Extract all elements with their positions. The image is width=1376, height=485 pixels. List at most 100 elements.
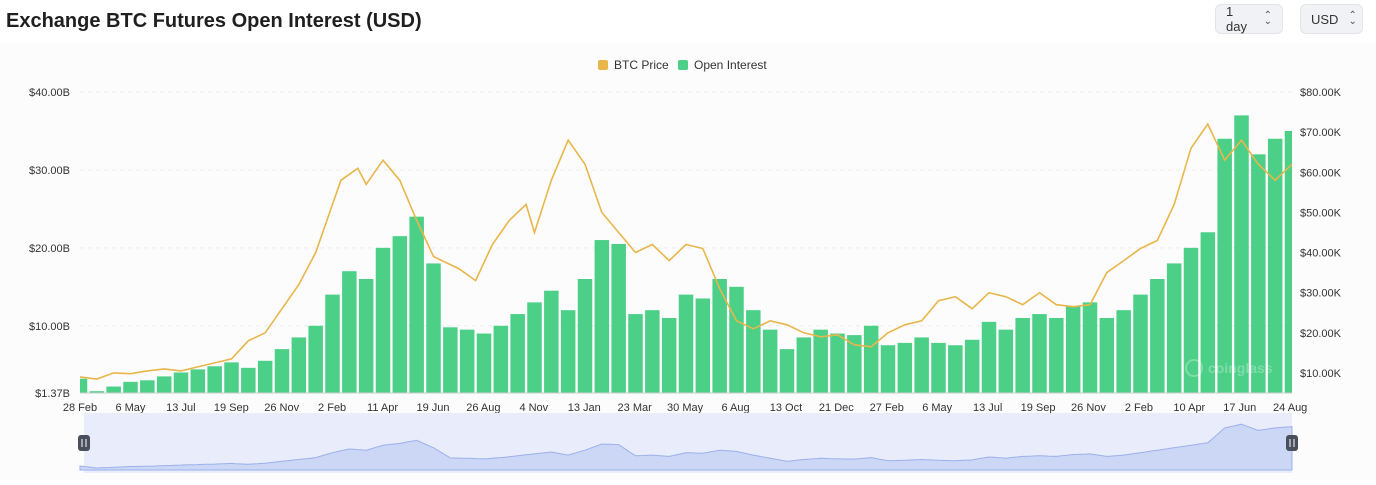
oi-bar[interactable] bbox=[712, 279, 727, 393]
oi-bar[interactable] bbox=[493, 325, 509, 393]
oi-bar[interactable] bbox=[527, 302, 542, 393]
oi-bar[interactable] bbox=[560, 310, 576, 393]
oi-bar[interactable] bbox=[779, 349, 795, 393]
oi-bar[interactable] bbox=[1234, 115, 1249, 394]
oi-bar[interactable] bbox=[459, 329, 475, 393]
watermark: coinglass bbox=[1185, 359, 1273, 377]
legend-item-open-interest[interactable]: Open Interest bbox=[678, 58, 767, 72]
oi-bar[interactable] bbox=[1267, 138, 1283, 393]
oi-bar[interactable] bbox=[998, 329, 1014, 393]
y-right-tick-label: $50.00K bbox=[1300, 207, 1342, 219]
x-tick-label: 2 Feb bbox=[318, 402, 346, 414]
oi-bar[interactable] bbox=[1049, 317, 1064, 393]
oi-bar[interactable] bbox=[931, 342, 946, 393]
oi-bar[interactable] bbox=[257, 360, 273, 393]
oi-bar[interactable] bbox=[241, 367, 256, 393]
oi-bar[interactable] bbox=[392, 236, 408, 393]
oi-bar[interactable] bbox=[156, 376, 172, 393]
oi-bar[interactable] bbox=[1099, 317, 1115, 393]
oi-bar[interactable] bbox=[89, 391, 105, 393]
oi-bar[interactable] bbox=[544, 290, 559, 393]
oi-bar[interactable] bbox=[577, 279, 593, 393]
oi-bar[interactable] bbox=[426, 263, 441, 393]
oi-bar[interactable] bbox=[106, 386, 121, 393]
oi-bar[interactable] bbox=[207, 366, 222, 393]
x-tick-label: 13 Jul bbox=[166, 402, 195, 414]
oi-bar[interactable] bbox=[375, 247, 391, 393]
oi-bar[interactable] bbox=[645, 310, 660, 393]
oi-bar[interactable] bbox=[342, 271, 357, 393]
oi-bar[interactable] bbox=[981, 321, 997, 393]
x-tick-label: 26 Aug bbox=[466, 402, 500, 414]
oi-bar[interactable] bbox=[830, 333, 845, 393]
x-tick-label: 21 Dec bbox=[819, 402, 854, 414]
oi-bar[interactable] bbox=[1116, 310, 1131, 393]
oi-bar[interactable] bbox=[897, 342, 913, 393]
oi-bar[interactable] bbox=[678, 294, 694, 393]
x-tick-label: 24 Aug bbox=[1273, 402, 1307, 414]
oi-bar[interactable] bbox=[308, 325, 323, 393]
oi-bar[interactable] bbox=[796, 337, 812, 393]
oi-bar[interactable] bbox=[847, 335, 862, 393]
y-left-tick-label: $1.37B bbox=[35, 388, 70, 400]
oi-bar[interactable] bbox=[510, 314, 525, 393]
legend-item-price[interactable]: BTC Price bbox=[598, 58, 669, 72]
oi-bar[interactable] bbox=[325, 294, 340, 393]
oi-bar[interactable] bbox=[762, 329, 778, 393]
oi-bar[interactable] bbox=[1065, 306, 1081, 393]
oi-bar[interactable] bbox=[813, 329, 828, 393]
oi-bar[interactable] bbox=[1251, 154, 1266, 393]
oi-bar[interactable] bbox=[880, 345, 896, 393]
oi-bar[interactable] bbox=[476, 333, 492, 393]
watermark-text: coinglass bbox=[1208, 360, 1273, 376]
oi-bar[interactable] bbox=[964, 339, 980, 393]
navigator-handle-right[interactable] bbox=[1286, 435, 1298, 451]
oi-bar[interactable] bbox=[173, 372, 189, 393]
oi-bar[interactable] bbox=[1015, 317, 1030, 393]
oi-bar[interactable] bbox=[409, 216, 424, 393]
oi-bar[interactable] bbox=[140, 380, 155, 393]
oi-bar[interactable] bbox=[729, 286, 744, 393]
oi-bar[interactable] bbox=[190, 369, 206, 393]
oi-bar[interactable] bbox=[1150, 279, 1165, 393]
page-title: Exchange BTC Futures Open Interest (USD) bbox=[6, 10, 422, 32]
oi-bar[interactable] bbox=[1217, 138, 1232, 393]
x-tick-label: 11 Apr bbox=[367, 402, 398, 414]
oi-bar[interactable] bbox=[611, 243, 626, 393]
oi-bar[interactable] bbox=[1032, 314, 1047, 393]
currency-select[interactable]: USD ⌃ ⌄ bbox=[1300, 4, 1363, 34]
oi-bar[interactable] bbox=[863, 325, 879, 393]
interval-select[interactable]: 1 day ⌃ ⌄ bbox=[1215, 4, 1283, 34]
oi-bar[interactable] bbox=[80, 378, 88, 393]
oi-bar[interactable] bbox=[358, 279, 374, 393]
oi-bar[interactable] bbox=[1166, 263, 1182, 393]
oi-bar[interactable] bbox=[746, 310, 761, 393]
oi-bar[interactable] bbox=[443, 327, 458, 393]
legend-label-price: BTC Price bbox=[614, 58, 669, 72]
oi-bar[interactable] bbox=[914, 337, 929, 393]
oi-bar[interactable] bbox=[1284, 130, 1292, 393]
x-tick-label: 6 Aug bbox=[721, 402, 749, 414]
oi-bar[interactable] bbox=[274, 349, 290, 393]
oi-bar[interactable] bbox=[224, 362, 239, 393]
oi-bar[interactable] bbox=[695, 298, 711, 393]
oi-bar[interactable] bbox=[661, 317, 677, 393]
currency-select-value: USD bbox=[1311, 11, 1339, 27]
range-navigator[interactable] bbox=[78, 413, 1298, 473]
oi-bar[interactable] bbox=[291, 337, 307, 393]
navigator-handle-left[interactable] bbox=[78, 435, 90, 451]
oi-bar[interactable] bbox=[594, 240, 610, 393]
x-tick-label: 30 May bbox=[667, 402, 704, 414]
oi-bar[interactable] bbox=[948, 345, 963, 393]
oi-bar[interactable] bbox=[1200, 232, 1216, 393]
oi-bar[interactable] bbox=[1082, 302, 1098, 393]
oi-bar[interactable] bbox=[628, 314, 643, 393]
x-tick-label: 2 Feb bbox=[1125, 402, 1153, 414]
oi-bar[interactable] bbox=[123, 381, 138, 393]
y-right-tick-label: $40.00K bbox=[1300, 248, 1342, 260]
y-right-tick-label: $10.00K bbox=[1300, 368, 1342, 380]
oi-bar[interactable] bbox=[1183, 247, 1199, 393]
y-right-tick-label: $60.00K bbox=[1300, 167, 1342, 179]
oi-bar[interactable] bbox=[1133, 294, 1148, 393]
y-left-tick-label: $30.00B bbox=[29, 165, 70, 177]
